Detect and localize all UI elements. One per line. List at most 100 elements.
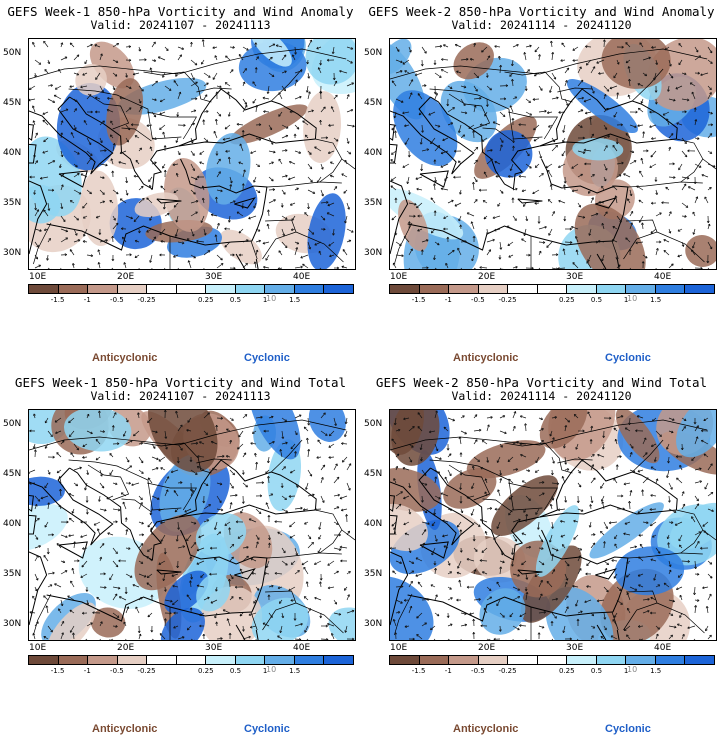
wind-vector bbox=[518, 123, 527, 127]
colorbar-swatch bbox=[58, 656, 89, 664]
wind-vector bbox=[294, 482, 299, 488]
wind-vector bbox=[459, 452, 463, 457]
wind-vector bbox=[281, 215, 288, 220]
wind-vector bbox=[265, 254, 270, 261]
wind-vector bbox=[99, 469, 103, 477]
wind-vector bbox=[433, 638, 436, 640]
wind-vector bbox=[392, 619, 397, 627]
wind-vector bbox=[535, 508, 540, 515]
wind-vector bbox=[333, 547, 342, 551]
colorbar-swatch bbox=[176, 656, 207, 664]
wind-vector bbox=[701, 173, 709, 178]
longitude-label: 40E bbox=[654, 643, 672, 653]
vorticity-map-canvas bbox=[29, 410, 355, 640]
wind-vector bbox=[190, 163, 195, 171]
wind-vector bbox=[518, 174, 527, 178]
wind-vector bbox=[459, 482, 463, 490]
wind-vector bbox=[60, 56, 68, 61]
wind-vector bbox=[563, 176, 567, 184]
wind-vector bbox=[512, 137, 515, 144]
wind-vector bbox=[616, 92, 620, 100]
wind-vector bbox=[43, 595, 49, 601]
wind-vector bbox=[186, 625, 192, 631]
wind-vector bbox=[112, 612, 120, 618]
wind-vector bbox=[499, 241, 503, 250]
vorticity-shade bbox=[390, 39, 412, 75]
wind-vector bbox=[512, 534, 518, 542]
wind-vector bbox=[346, 82, 354, 87]
wind-vector bbox=[668, 599, 675, 603]
wind-vector bbox=[629, 124, 637, 129]
wind-vector bbox=[43, 554, 49, 562]
wind-vector bbox=[492, 121, 501, 126]
wind-vector bbox=[472, 534, 476, 542]
wind-vector bbox=[611, 559, 618, 562]
wind-vector bbox=[197, 455, 205, 458]
wind-vector bbox=[602, 39, 606, 48]
wind-vector bbox=[151, 456, 159, 461]
wind-vector bbox=[307, 163, 313, 170]
wind-vector bbox=[107, 96, 114, 100]
colorbar bbox=[389, 284, 715, 294]
wind-vector bbox=[484, 531, 488, 536]
wind-vector bbox=[125, 573, 133, 578]
wind-vector bbox=[486, 249, 492, 256]
wind-vector bbox=[601, 466, 605, 471]
wind-vector bbox=[125, 137, 129, 143]
wind-vector bbox=[408, 547, 412, 553]
vorticity-shade bbox=[601, 39, 671, 89]
wind-vector bbox=[146, 582, 153, 588]
wind-vector bbox=[123, 262, 127, 269]
wind-vector bbox=[203, 482, 209, 486]
wind-vector bbox=[391, 215, 397, 221]
wind-vector bbox=[288, 586, 296, 592]
wind-vector bbox=[160, 467, 166, 471]
wind-vector bbox=[479, 266, 488, 269]
wind-vector bbox=[624, 521, 631, 525]
wind-vector bbox=[616, 599, 623, 605]
colorbar-label: -0.25 bbox=[498, 296, 517, 304]
wind-vector bbox=[668, 228, 672, 234]
wind-vector bbox=[551, 415, 557, 419]
wind-vector bbox=[307, 417, 311, 426]
wind-vector bbox=[447, 469, 452, 477]
wind-vector bbox=[96, 596, 101, 601]
wind-vector bbox=[577, 173, 583, 178]
wind-vector bbox=[151, 59, 157, 62]
wind-vector bbox=[416, 187, 423, 191]
country-border bbox=[295, 602, 344, 634]
wind-vector bbox=[176, 560, 180, 568]
wind-vector bbox=[585, 572, 592, 576]
wind-vector bbox=[520, 453, 527, 458]
wind-vector bbox=[47, 502, 51, 510]
wind-vector bbox=[442, 534, 449, 538]
wind-vector bbox=[548, 228, 553, 236]
wind-vector bbox=[151, 267, 153, 269]
wind-vector bbox=[47, 571, 55, 575]
wind-vector bbox=[590, 477, 596, 484]
wind-vector bbox=[289, 202, 296, 206]
wind-vector bbox=[346, 150, 352, 155]
wind-vector bbox=[614, 543, 618, 549]
wind-vector bbox=[239, 143, 244, 152]
wind-vector bbox=[125, 439, 133, 445]
wind-vector bbox=[603, 521, 608, 530]
wind-vector bbox=[34, 72, 37, 78]
wind-vector bbox=[242, 262, 248, 269]
wind-vector bbox=[637, 124, 644, 128]
wind-vector bbox=[196, 239, 205, 243]
wind-vector bbox=[704, 196, 709, 204]
wind-vector bbox=[112, 412, 117, 419]
wind-vector bbox=[43, 40, 49, 48]
country-border bbox=[87, 93, 130, 130]
wind-vector bbox=[333, 493, 341, 497]
wind-vector bbox=[523, 228, 527, 237]
wind-vector bbox=[290, 228, 296, 232]
wind-vector bbox=[538, 534, 544, 543]
wind-vector bbox=[601, 222, 605, 230]
wind-vector bbox=[428, 111, 436, 116]
wind-vector bbox=[522, 202, 527, 207]
wind-vector bbox=[199, 624, 204, 628]
wind-vector bbox=[598, 72, 605, 75]
wind-vector bbox=[294, 451, 297, 458]
